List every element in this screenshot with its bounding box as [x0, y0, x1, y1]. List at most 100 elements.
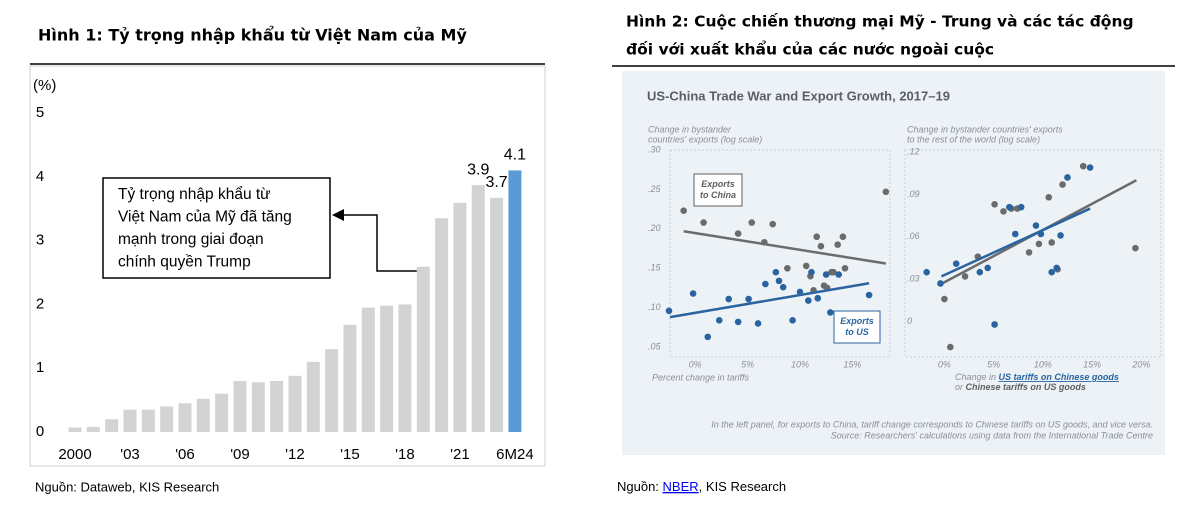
x-tick-label: '06	[175, 446, 195, 463]
point	[1053, 264, 1060, 272]
point	[827, 309, 834, 316]
note: In the left panel, for exports to China,…	[711, 419, 1153, 429]
point	[700, 219, 707, 226]
bar	[398, 304, 412, 432]
bar	[435, 218, 449, 432]
point	[715, 317, 723, 324]
annotation-text: chính quyền Trump	[118, 254, 251, 271]
panel-bg	[622, 71, 1165, 455]
point	[1006, 203, 1013, 211]
x-axis-label: Percent change in tariffs	[652, 372, 750, 382]
point	[704, 333, 712, 341]
point	[991, 321, 998, 328]
panel-title: US-China Trade War and Export Growth, 20…	[647, 88, 950, 103]
point	[828, 268, 835, 276]
y-tick-label: .10	[648, 302, 661, 312]
y-tick-label: .03	[907, 274, 920, 284]
bar	[233, 380, 247, 432]
point	[1086, 164, 1094, 171]
point	[779, 283, 787, 291]
legend-label: Exports to China	[700, 179, 736, 200]
point	[1057, 232, 1064, 239]
y-tick-label: .30	[648, 144, 661, 154]
point	[1048, 268, 1056, 276]
source-link[interactable]: NBER	[663, 479, 699, 494]
point	[1035, 240, 1043, 248]
bar	[86, 426, 100, 432]
point	[835, 271, 843, 278]
x-tick-label: '18	[395, 446, 415, 463]
point	[1032, 222, 1040, 229]
point	[817, 242, 825, 250]
annotation-text: mạnh trong giai đoạn	[118, 231, 264, 248]
point	[822, 271, 830, 278]
point	[1000, 208, 1007, 215]
bar	[68, 427, 82, 432]
x-tick-label: '09	[230, 446, 250, 463]
legend-box	[693, 173, 743, 207]
point	[789, 317, 796, 324]
point	[814, 294, 822, 302]
plot-frame	[904, 149, 1162, 358]
point	[820, 282, 828, 289]
bar	[490, 197, 504, 432]
y-tick-label: .05	[648, 341, 662, 351]
x-tick-label: '03	[120, 446, 140, 463]
point	[1048, 239, 1056, 246]
x-axis-label-part: Chinese tariffs on US goods	[966, 382, 1086, 392]
x-axis-label: or Chinese tariffs on US goods	[955, 382, 1086, 392]
point	[984, 264, 992, 272]
source: Nguồn: NBER, KIS Research	[617, 479, 786, 494]
point	[941, 295, 948, 303]
y-axis-label: Change in bystander	[648, 124, 732, 134]
point	[745, 295, 752, 303]
point	[665, 307, 673, 315]
point	[689, 290, 697, 297]
bar	[508, 170, 522, 433]
point	[952, 260, 960, 267]
point	[961, 273, 969, 280]
point	[923, 268, 930, 276]
x-tick-label: 10%	[1034, 359, 1052, 369]
x-axis-label-part: US tariffs on Chinese goods	[999, 372, 1119, 382]
point	[784, 264, 791, 272]
x-tick-label: 15%	[843, 359, 861, 369]
y-tick-label: .20	[648, 223, 661, 233]
x-axis-label-part: Change in	[955, 372, 999, 382]
x-tick-label: 15%	[1083, 359, 1101, 369]
point	[772, 268, 780, 276]
y-tick-label: .12	[907, 146, 920, 156]
bar	[453, 202, 467, 432]
point	[946, 343, 954, 351]
arrow	[342, 214, 425, 272]
y-axis-label: (%)	[33, 77, 56, 94]
figure-title: đối với xuất khẩu của các nước ngoài cuộ…	[626, 40, 994, 59]
bar	[270, 380, 284, 432]
bar	[361, 307, 375, 432]
point	[976, 268, 984, 276]
bar	[288, 375, 302, 432]
y-tick-label: 3	[36, 232, 44, 249]
point	[761, 238, 768, 246]
point	[834, 241, 841, 248]
y-tick-label: 1	[36, 359, 44, 376]
y-tick-label: 0	[907, 316, 912, 326]
annotation-box	[102, 177, 331, 279]
bar	[105, 419, 119, 432]
point	[1011, 230, 1019, 238]
x-tick-label: 10%	[791, 359, 809, 369]
x-tick-label: 20%	[1131, 359, 1150, 369]
x-tick-label: 5%	[987, 359, 1000, 369]
bar	[160, 406, 174, 432]
point	[937, 280, 944, 287]
bar	[251, 382, 265, 432]
point	[725, 295, 733, 303]
x-tick-label: 6M24	[496, 446, 534, 463]
point	[808, 268, 815, 276]
value-label: 3.7	[485, 174, 507, 191]
chart-frame	[29, 65, 546, 467]
bar	[196, 398, 210, 432]
point	[1025, 249, 1033, 256]
trend-line	[669, 282, 870, 319]
point	[882, 188, 890, 196]
